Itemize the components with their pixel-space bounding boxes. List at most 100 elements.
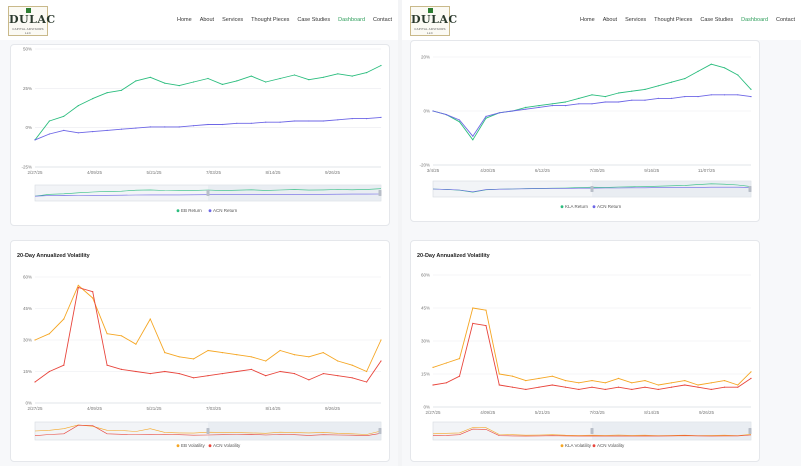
data-point [750,377,752,379]
x-tick-label: 7/03/25 [206,406,222,411]
legend-marker-acn-return[interactable] [592,205,596,209]
data-point [193,377,195,379]
legend-label-eb-volatility[interactable]: EB Volatility [181,443,206,448]
navigator-handle[interactable] [748,428,752,434]
nav-contact[interactable]: Contact [776,17,795,23]
nav-dashboard[interactable]: Dashboard [741,17,769,23]
data-point [135,370,137,373]
nav-contact[interactable]: Contact [373,17,392,23]
legend-marker-kla-return[interactable] [560,205,564,209]
data-point [308,379,310,381]
data-point [670,81,673,83]
data-point [432,384,434,386]
legend-marker-acn-volatility[interactable] [208,444,212,448]
navigator-handle[interactable] [590,428,594,434]
range-selection[interactable] [592,181,751,197]
data-point [265,81,267,83]
data-point [578,382,580,384]
nav-home[interactable]: Home [580,17,595,23]
nav-home[interactable]: Home [177,17,192,23]
navigator-handle[interactable] [378,428,382,434]
nav-case-studies[interactable]: Case Studies [297,17,331,23]
site-header: DULAC CAPITAL ADVISORS LLC Home About Se… [402,0,801,40]
data-point [551,384,553,386]
data-point [293,74,296,76]
data-point [120,335,123,337]
navigator-handle[interactable] [378,190,382,196]
navigator-handle[interactable] [206,190,210,196]
data-point [34,139,36,141]
data-point [63,364,65,366]
data-point [551,375,553,377]
legend-label-acn-volatility[interactable]: ACN Volatility [597,443,625,448]
data-point [723,380,726,382]
data-point [221,83,223,85]
nav-services[interactable]: Services [625,17,647,23]
navigator-handle[interactable] [206,428,210,434]
logo-wordmark: DULAC [9,13,56,26]
legend-marker-acn-volatility[interactable] [592,444,596,448]
nav-dashboard[interactable]: Dashboard [338,17,366,23]
data-point [308,356,310,358]
x-tick-label: 8/14/25 [266,406,282,411]
data-point [63,318,65,320]
data-point [120,368,123,370]
nav-about[interactable]: About [199,17,215,23]
navigator-handle[interactable] [590,186,594,192]
data-point [710,63,712,65]
legend-label-acn-return[interactable]: ACN Return [213,208,238,213]
data-point [511,110,514,112]
data-point [657,384,659,386]
legend-marker-kla-volatility[interactable] [560,444,564,448]
series-line-kla-return [432,63,752,141]
legend-marker-eb-return[interactable] [176,209,180,213]
legend-label-eb-return[interactable]: EB Return [181,208,202,213]
data-point [164,370,166,373]
data-point [710,388,712,390]
legend-label-acn-return[interactable]: ACN Return [597,204,622,209]
data-point [737,94,739,96]
x-tick-label: 5/21/25 [147,406,163,411]
data-point [657,388,659,390]
nav-thought-pieces[interactable]: Thought Pieces [654,17,693,23]
data-point [351,364,353,366]
legend-marker-acn-return[interactable] [208,209,212,213]
brand-logo[interactable]: DULAC CAPITAL ADVISORS LLC [8,6,56,36]
data-point [737,386,739,388]
legend-label-kla-volatility[interactable]: KLA Volatility [565,443,592,448]
data-point [106,129,108,131]
data-point [631,388,633,390]
data-point [458,375,461,377]
nav-about[interactable]: About [602,17,618,23]
legend-label-kla-return[interactable]: KLA Return [565,204,589,209]
data-point [737,384,739,386]
data-point [564,101,567,103]
x-tick-label: 3/4/25 [427,168,440,173]
nav-case-studies[interactable]: Case Studies [700,17,734,23]
data-point [617,92,620,94]
return-chart: 20% 0% -20%3/4/25 4/20/25 6/12/25 7/30/25 9/16… [419,55,752,209]
data-point [337,73,339,75]
range-selection[interactable] [208,185,381,201]
data-point [149,318,151,320]
data-point [149,76,151,78]
logo-tagline: CAPITAL ADVISORS LLC [414,27,446,35]
data-point [135,343,137,345]
data-point [265,375,267,377]
brand-logo[interactable]: DULAC CAPITAL ADVISORS LLC [410,6,457,36]
legend-marker-eb-volatility[interactable] [176,444,180,448]
nav-thought-pieces[interactable]: Thought Pieces [251,17,290,23]
navigator-handle[interactable] [748,186,752,192]
range-selection[interactable] [592,422,751,440]
data-point [697,70,699,72]
nav-services[interactable]: Services [222,17,244,23]
y-tick-label: 50% [23,47,32,52]
data-point [236,80,238,82]
x-tick-label: 9/26/25 [699,410,715,415]
legend-label-acn-volatility[interactable]: ACN Volatility [213,443,241,448]
range-selection[interactable] [208,422,381,440]
data-point [322,120,324,122]
data-point [684,78,686,80]
data-point [48,370,51,373]
main-nav: Home About Services Thought Pieces Case … [177,17,392,23]
